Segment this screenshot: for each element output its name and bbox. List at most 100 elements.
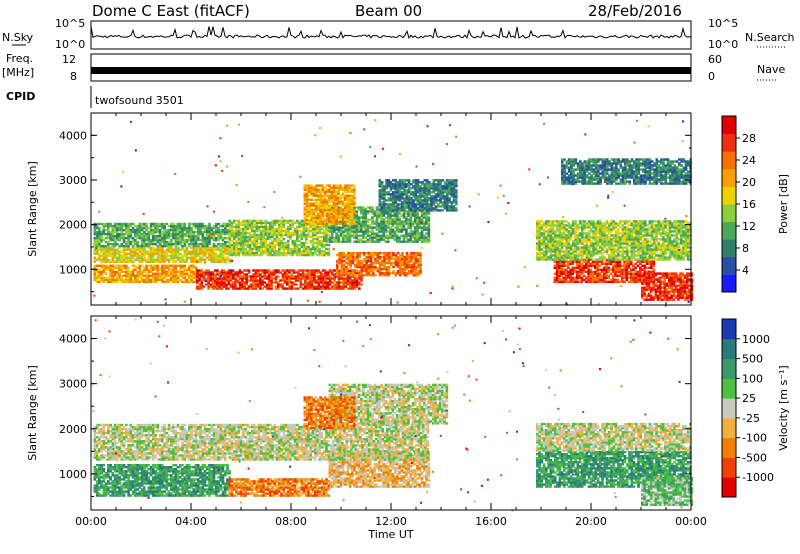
power-cell — [206, 248, 209, 251]
power-cell — [362, 216, 365, 219]
power-cell — [147, 252, 151, 255]
power-cell — [308, 283, 312, 286]
power-cell — [283, 279, 287, 282]
power-cell — [111, 276, 115, 279]
power-cell — [387, 214, 390, 217]
power-cell — [149, 248, 153, 251]
power-cell — [335, 218, 338, 221]
power-cell — [455, 209, 458, 212]
power-cell — [197, 252, 200, 255]
power-cell — [443, 199, 447, 202]
power-cell — [632, 276, 635, 279]
power-cell — [612, 266, 615, 269]
power-cell — [264, 249, 268, 253]
power-cell — [280, 253, 283, 257]
power-cell — [600, 268, 604, 271]
power-cell — [328, 236, 332, 239]
power-cell — [287, 229, 290, 233]
power-cell — [401, 257, 404, 261]
power-cell — [300, 241, 304, 245]
power-cell — [432, 207, 436, 210]
power-cell — [102, 244, 106, 248]
power-cell — [113, 260, 117, 263]
power-cell — [235, 229, 238, 233]
power-cell — [199, 260, 202, 263]
power-cell — [172, 248, 175, 251]
power-cell — [364, 218, 368, 221]
power-cell — [295, 287, 298, 290]
power-cell — [281, 279, 285, 282]
power-cell — [229, 273, 233, 276]
power-cell — [242, 239, 245, 243]
power-cell — [446, 209, 449, 212]
power-cell — [325, 241, 328, 245]
power-cell — [174, 252, 178, 255]
power-cell — [380, 195, 384, 198]
power-cell — [185, 254, 189, 257]
power-cell — [323, 220, 327, 223]
power-cell — [161, 254, 164, 257]
power-cell — [163, 224, 166, 228]
power-cell — [412, 185, 415, 188]
power-cell — [176, 270, 180, 273]
power-cell — [181, 246, 184, 249]
power-cell — [287, 233, 290, 237]
power-cell — [452, 199, 456, 202]
power-cell — [607, 280, 611, 284]
power-cell — [357, 230, 361, 233]
power-cell — [196, 287, 199, 290]
power-cell — [140, 270, 144, 273]
power-cell — [316, 241, 319, 245]
power-cell — [333, 283, 336, 286]
power-cell — [383, 272, 386, 275]
power-cell — [425, 195, 429, 198]
power-cell — [225, 275, 228, 278]
power-cell — [374, 261, 377, 265]
power-cell — [538, 238, 541, 241]
power-cell — [410, 265, 413, 269]
power-cell — [398, 191, 402, 194]
power-cell — [163, 244, 166, 248]
power-cell — [145, 276, 148, 279]
power-cell — [100, 240, 103, 244]
power-cell — [378, 274, 382, 277]
power-cell — [564, 264, 568, 267]
power-cell — [190, 236, 193, 240]
power-cell — [202, 273, 206, 276]
power-cell — [100, 254, 103, 257]
power-cell — [437, 191, 440, 194]
power-cell — [113, 250, 117, 253]
power-cell — [227, 269, 231, 272]
power-cell — [251, 233, 254, 237]
power-cell — [360, 261, 364, 265]
power-cell — [363, 263, 366, 267]
power-cell — [328, 230, 332, 233]
power-cell — [421, 199, 424, 202]
power-cell — [181, 232, 184, 236]
power-cell — [427, 228, 431, 231]
power-cell — [107, 260, 110, 263]
power-cell — [196, 269, 199, 272]
power-cell — [536, 242, 539, 245]
power-cell — [367, 265, 371, 269]
power-cell — [639, 262, 642, 265]
power-cell — [172, 230, 175, 234]
power-cell — [278, 223, 281, 227]
power-cell — [287, 221, 290, 225]
power-cell — [165, 244, 169, 248]
power-cell — [179, 222, 182, 226]
power-cell — [185, 238, 189, 242]
power-cell — [118, 246, 121, 249]
power-cell — [278, 253, 281, 257]
power-cell — [234, 285, 237, 288]
power-cell — [394, 205, 397, 208]
power-cell — [311, 243, 315, 247]
power-cell — [328, 224, 332, 227]
power-cell — [219, 228, 223, 232]
power-cell — [176, 250, 180, 253]
power-cell — [152, 276, 155, 279]
power-cell — [351, 259, 355, 263]
power-cell — [345, 261, 348, 265]
power-cell — [425, 216, 428, 219]
power-cell — [215, 238, 218, 242]
